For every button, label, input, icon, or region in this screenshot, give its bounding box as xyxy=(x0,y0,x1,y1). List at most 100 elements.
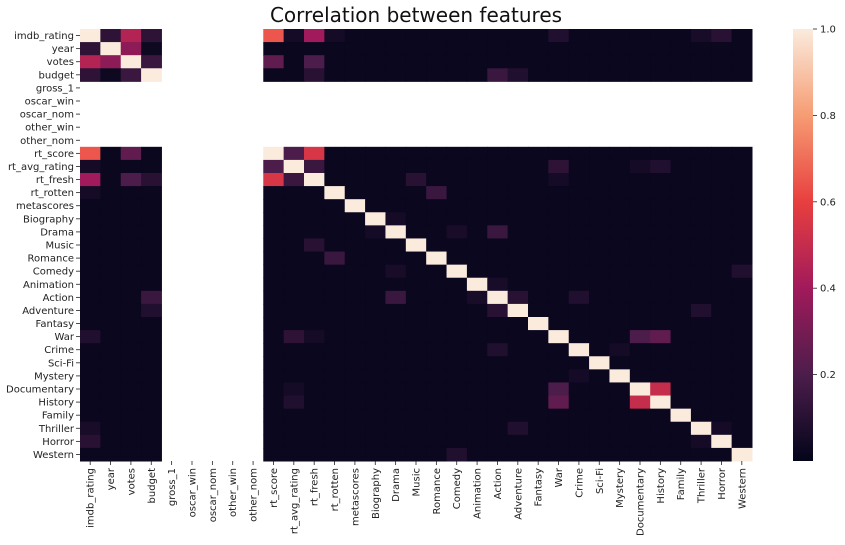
heatmap-cell xyxy=(629,369,651,383)
heatmap-cell xyxy=(711,68,733,82)
heatmap-cell xyxy=(528,68,549,82)
heatmap-cell xyxy=(466,382,488,397)
heatmap-cell xyxy=(568,68,590,82)
heatmap-cell xyxy=(670,434,692,449)
heatmap-cell xyxy=(324,290,346,305)
heatmap-cell xyxy=(100,330,122,344)
heatmap-cell xyxy=(304,317,325,331)
heatmap-cell xyxy=(426,330,448,344)
heatmap-cell xyxy=(670,356,692,370)
chart-title: Correlation between features xyxy=(270,3,562,27)
heatmap-cell xyxy=(324,303,346,318)
heatmap-cell xyxy=(568,42,590,56)
heatmap-cell xyxy=(141,186,162,200)
heatmap-cell xyxy=(405,303,427,318)
heatmap-cell xyxy=(324,421,346,436)
heatmap-cell xyxy=(324,395,346,410)
heatmap-cell xyxy=(487,29,509,43)
heatmap-cell xyxy=(385,303,407,318)
heatmap-cell xyxy=(466,277,488,292)
heatmap-cell xyxy=(120,421,142,436)
heatmap-cell xyxy=(120,356,142,370)
heatmap-cell xyxy=(100,356,122,370)
y-tick-label: Drama xyxy=(40,227,74,238)
heatmap-cell xyxy=(344,199,366,213)
heatmap-cell xyxy=(548,55,570,69)
heatmap-cell xyxy=(141,264,162,279)
heatmap-cell xyxy=(548,303,570,318)
heatmap-cell xyxy=(426,264,448,279)
heatmap-cell xyxy=(446,421,468,436)
heatmap-cell xyxy=(100,290,122,305)
heatmap-cell xyxy=(446,68,468,82)
heatmap-cell xyxy=(507,55,529,69)
heatmap-cell xyxy=(80,303,101,318)
heatmap-cell xyxy=(405,369,427,383)
x-tick-label: other_win xyxy=(228,468,239,517)
heatmap-cell xyxy=(568,199,590,213)
heatmap-cell xyxy=(283,447,305,462)
heatmap-cell xyxy=(141,173,162,187)
heatmap-cell xyxy=(263,238,285,253)
heatmap-cell xyxy=(100,434,122,449)
heatmap-cell xyxy=(629,29,651,43)
heatmap-cell xyxy=(446,356,468,370)
heatmap-cell xyxy=(100,317,122,331)
heatmap-cell xyxy=(670,303,692,318)
heatmap-cell xyxy=(548,434,570,449)
heatmap-cell xyxy=(324,356,346,370)
heatmap-cell xyxy=(120,369,142,383)
heatmap-cell xyxy=(548,199,570,213)
heatmap-cell xyxy=(405,290,427,305)
heatmap-cell xyxy=(446,251,468,266)
heatmap-cell xyxy=(568,330,590,344)
heatmap-cell xyxy=(609,277,631,292)
heatmap-cell xyxy=(283,251,305,266)
heatmap-cell xyxy=(283,369,305,383)
y-tick-label: Music xyxy=(46,241,74,252)
heatmap-cell xyxy=(324,447,346,462)
heatmap-cell xyxy=(263,356,285,370)
heatmap-cell xyxy=(528,356,549,370)
heatmap-cell xyxy=(324,29,346,43)
heatmap-cell xyxy=(487,173,509,187)
heatmap-cell xyxy=(507,146,529,161)
heatmap-cell xyxy=(711,186,733,200)
heatmap-cell xyxy=(263,382,285,397)
heatmap-cell xyxy=(629,395,651,410)
heatmap-cell xyxy=(609,447,631,462)
heatmap-cell xyxy=(589,212,610,226)
heatmap-cell xyxy=(466,447,488,462)
heatmap-cell xyxy=(731,173,753,187)
heatmap-cell xyxy=(405,421,427,436)
heatmap-cell xyxy=(120,225,142,239)
heatmap-cell xyxy=(324,186,346,200)
heatmap-cell xyxy=(629,186,651,200)
heatmap-cell xyxy=(670,173,692,187)
heatmap-cell xyxy=(589,343,610,357)
heatmap-cell xyxy=(466,264,488,279)
heatmap-cell xyxy=(487,382,509,397)
heatmap-cell xyxy=(426,186,448,200)
heatmap-cell xyxy=(690,395,712,410)
heatmap-cell xyxy=(405,264,427,279)
heatmap-cell xyxy=(507,264,529,279)
heatmap-cell xyxy=(263,42,285,56)
heatmap-cell xyxy=(589,303,610,318)
heatmap-cell xyxy=(283,330,305,344)
heatmap-cell xyxy=(344,277,366,292)
heatmap-cell xyxy=(507,68,529,82)
heatmap-cell xyxy=(304,159,325,174)
heatmap-cell xyxy=(487,277,509,292)
heatmap-cell xyxy=(446,369,468,383)
heatmap-cell xyxy=(80,238,101,253)
heatmap-cell xyxy=(548,264,570,279)
heatmap-cell xyxy=(405,173,427,187)
heatmap-cell xyxy=(120,264,142,279)
y-tick-label: gross_1 xyxy=(36,83,74,94)
heatmap-cell xyxy=(446,264,468,279)
heatmap-cell xyxy=(487,264,509,279)
heatmap-cell xyxy=(385,421,407,436)
heatmap-cell xyxy=(263,317,285,331)
